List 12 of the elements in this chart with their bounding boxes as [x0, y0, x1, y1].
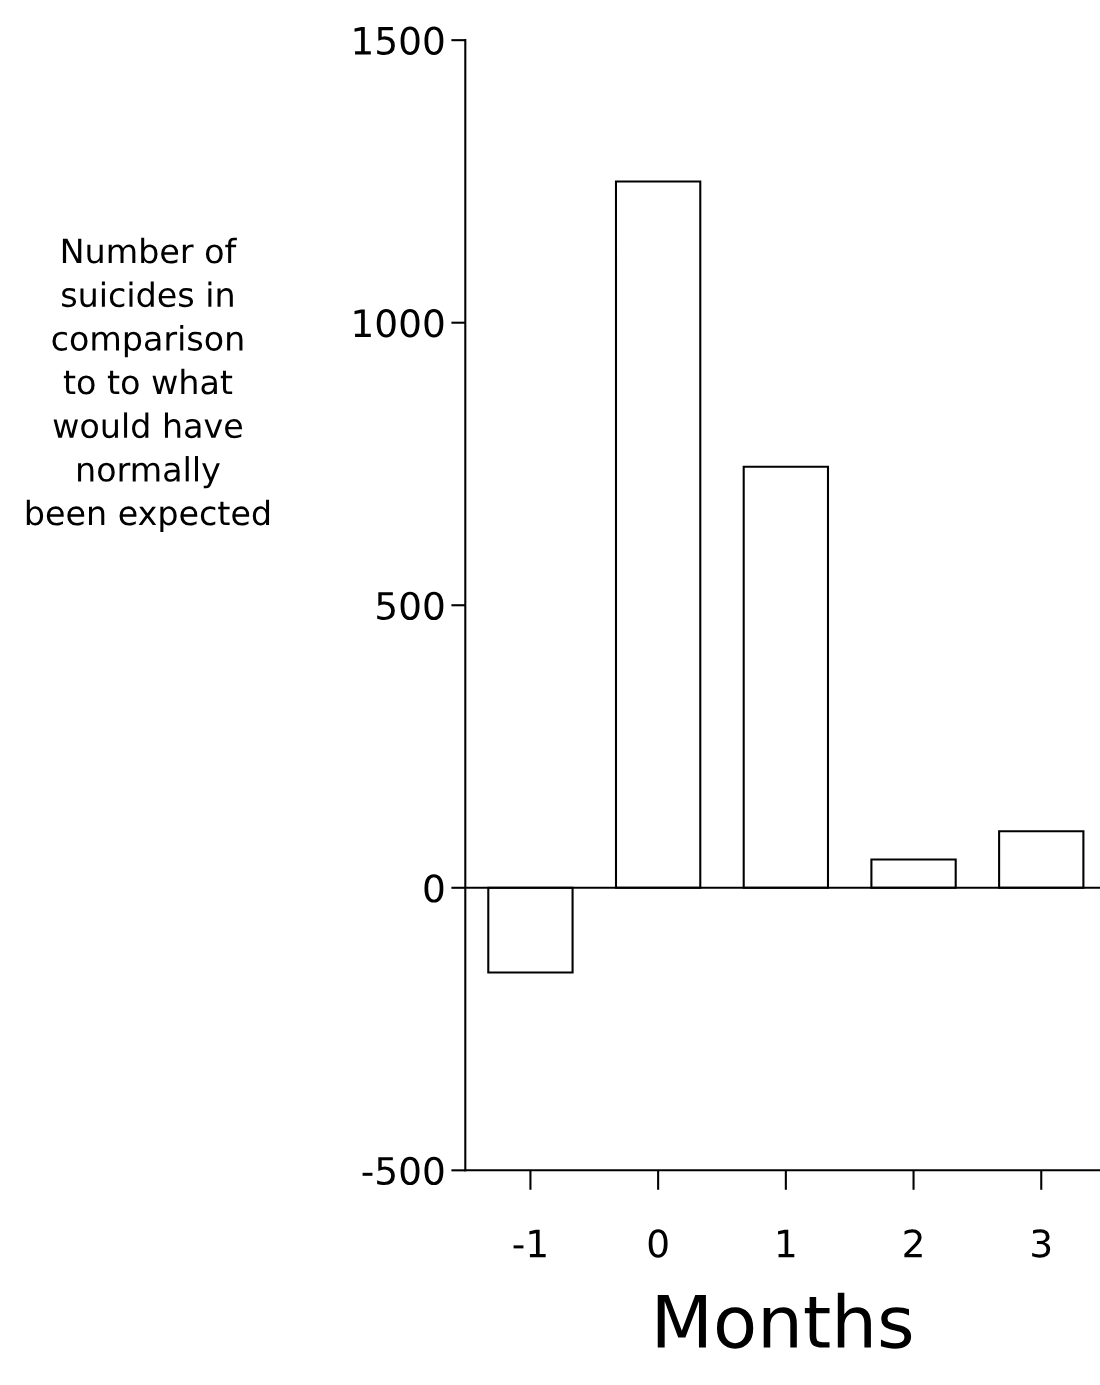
y-axis-title: Number of suicides in comparison to to what would have normally been expected — [26, 237, 270, 532]
x-tick-label: 2 — [904, 1229, 922, 1258]
x-axis-title: Months — [657, 1292, 912, 1349]
y-tick-label: 1000 — [354, 309, 444, 338]
y-tick-label: 0 — [424, 874, 444, 903]
x-tick-label: 3 — [1032, 1229, 1051, 1258]
y-tick-label: 500 — [377, 591, 444, 621]
y-tick-label: 1500 — [354, 26, 444, 55]
x-tick-label: 1 — [778, 1229, 795, 1258]
x-tick-label: -1 — [513, 1229, 546, 1258]
x-tick-label: 0 — [648, 1229, 668, 1258]
y-tick-label: -500 — [362, 1156, 444, 1186]
